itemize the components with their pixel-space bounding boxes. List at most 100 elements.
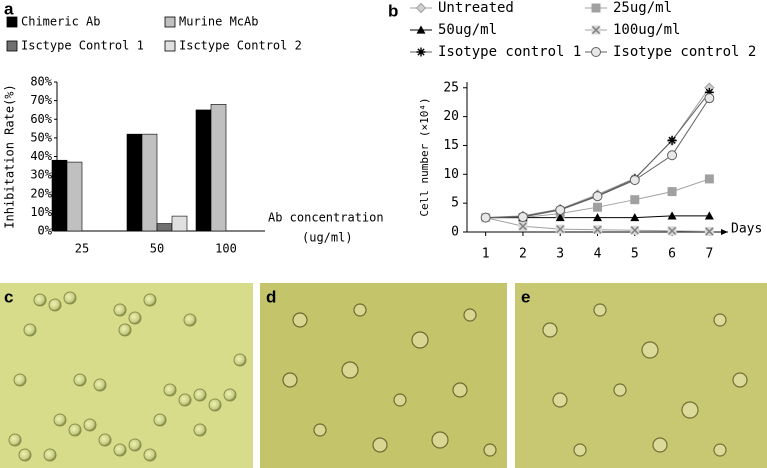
bar — [171, 215, 188, 232]
x-tick-label: 1 — [482, 247, 490, 262]
marker — [555, 205, 566, 216]
marker — [593, 202, 602, 212]
legend-label: Isctype Control 1 — [21, 39, 144, 53]
marker-shape — [591, 25, 601, 35]
marker-shape — [667, 187, 677, 197]
marker-shape — [630, 195, 640, 205]
panel-label: c — [4, 287, 13, 306]
y-tick-label: 10% — [30, 205, 52, 219]
x-tick-label: 4 — [594, 247, 602, 262]
legend-label: Isctype Control 2 — [179, 39, 302, 53]
marker — [630, 195, 640, 205]
y-tick-label: 25 — [443, 80, 459, 95]
marker — [593, 213, 602, 222]
bar — [195, 109, 212, 232]
marker — [592, 191, 603, 202]
marker-shape — [518, 222, 527, 231]
marker-shape — [668, 226, 677, 235]
y-tick-label: 0 — [451, 225, 459, 240]
legend-swatch — [164, 40, 176, 52]
marker — [630, 225, 640, 235]
marker — [667, 135, 677, 145]
y-axis-label: Inhibitation Rate(%) — [3, 84, 17, 229]
y-tick-label: 50% — [30, 130, 52, 144]
marker — [480, 212, 491, 223]
y-tick-label: 15 — [443, 138, 459, 153]
marker-shape — [480, 212, 491, 223]
marker-shape — [555, 205, 566, 216]
bar — [141, 133, 158, 232]
x-tick-label: 6 — [668, 247, 676, 262]
x-tick-label: 3 — [556, 247, 564, 262]
panel-label: b — [388, 1, 398, 20]
marker — [416, 25, 426, 34]
y-tick-label: 70% — [30, 93, 52, 107]
marker — [630, 213, 640, 222]
x-axis-label: Ab concentration — [268, 211, 384, 225]
marker-shape — [591, 47, 601, 57]
x-tick-label: 50 — [150, 242, 164, 256]
marker — [591, 25, 601, 35]
legend-swatch — [164, 16, 176, 28]
bar — [51, 159, 68, 232]
x-tick-label: 5 — [631, 247, 639, 262]
y-tick-label: 5 — [451, 196, 459, 211]
marker-shape — [591, 3, 601, 13]
marker — [591, 3, 601, 13]
panel-label: a — [4, 0, 14, 18]
bar — [156, 223, 173, 232]
marker — [415, 2, 427, 14]
y-tick-label: 10 — [443, 167, 459, 182]
marker — [591, 47, 601, 57]
marker — [667, 187, 677, 197]
marker-shape — [555, 213, 565, 222]
panel-label: e — [521, 287, 530, 306]
x-tick-label: 100 — [215, 242, 237, 256]
marker-shape — [416, 47, 426, 57]
marker-shape — [593, 213, 602, 222]
marker — [555, 213, 565, 222]
marker — [704, 174, 714, 184]
y-tick-label: 20% — [30, 186, 52, 200]
marker-shape — [592, 191, 603, 202]
marker — [555, 224, 565, 234]
marker — [704, 226, 714, 236]
y-tick-label: 0% — [38, 224, 53, 238]
bar — [210, 104, 227, 232]
y-tick-label: 20 — [443, 109, 459, 124]
marker-shape — [667, 135, 677, 145]
legend-label: Isotype control 2 — [613, 44, 756, 60]
marker-shape — [416, 25, 426, 34]
marker-shape — [704, 93, 715, 104]
marker-shape — [667, 211, 677, 220]
marker — [593, 225, 602, 235]
x-tick-label: 25 — [75, 242, 89, 256]
y-tick-label: 30% — [30, 168, 52, 182]
marker — [704, 211, 714, 220]
marker-shape — [630, 226, 639, 235]
legend-label: Untreated — [438, 0, 514, 16]
marker — [629, 175, 640, 186]
legend-label: Isotype control 1 — [438, 44, 581, 60]
legend-label: Chimeric Ab — [21, 15, 100, 29]
legend-swatch — [6, 40, 18, 52]
marker-shape — [704, 87, 714, 97]
legend-label: Murine McAb — [179, 15, 258, 29]
marker — [667, 211, 677, 220]
marker-shape — [704, 211, 714, 220]
marker-shape — [593, 225, 602, 234]
marker-shape — [517, 212, 528, 222]
marker-shape — [593, 202, 602, 212]
micrograph-d — [260, 283, 507, 468]
x-axis-label: Days — [731, 222, 762, 237]
marker-shape — [630, 213, 640, 222]
axis-arrow — [721, 229, 728, 235]
legend-label: 50ug/ml — [438, 22, 497, 38]
micrograph-e — [515, 283, 767, 468]
marker-shape — [704, 174, 714, 184]
marker-shape — [556, 225, 565, 234]
marker — [518, 221, 528, 231]
marker-shape — [415, 2, 427, 14]
